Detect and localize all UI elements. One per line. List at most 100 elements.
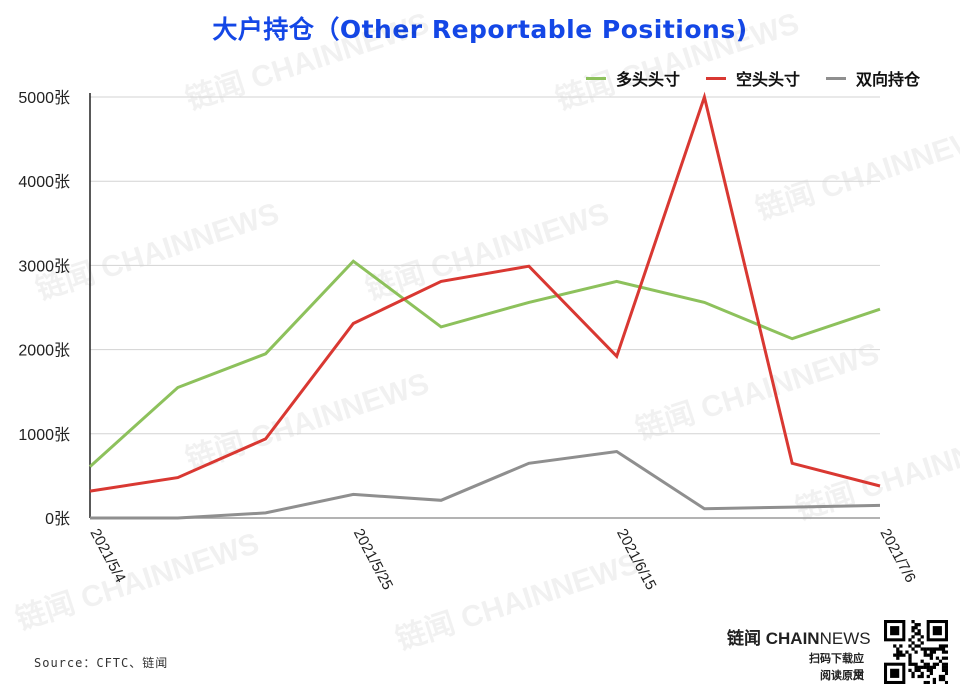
legend-item-long: 多头头寸 [585,66,680,90]
qr-module [893,653,897,657]
source-note: Source：CFTC、链闻 [34,656,169,670]
qr-module [926,662,930,666]
qr-module [932,677,937,682]
qr-module [944,656,948,660]
brand-logo: 链闻 CHAINNEWS [727,624,871,649]
qr-module [905,650,909,654]
qr-module [896,653,900,657]
qr-module [926,647,930,651]
qr-module [941,665,946,669]
qr-module [908,659,912,663]
legend-swatch-long [585,76,606,80]
x-tick-label: 2021/7/6 [876,526,918,586]
brand-read-text: 阅读原文 [820,669,864,682]
qr-module [926,668,930,673]
qr-module [920,674,924,679]
qr-module [896,647,900,651]
qr-module [917,665,921,669]
qr-module [914,665,918,669]
qr-module [908,668,912,673]
qr-module [944,665,948,669]
x-tick-label: 2021/5/25 [350,526,396,593]
legend-item-both: 双向持仓 [825,66,920,90]
qr-module [896,650,900,654]
qr-module [896,656,900,660]
qr-module [914,650,918,654]
qr-module [926,665,930,669]
qr-module [938,674,943,679]
watermark-text: 链闻 CHAINNEWS [792,416,960,527]
qr-module [914,626,918,630]
qr-module [911,629,915,633]
qr-module [911,620,915,624]
qr-module [941,662,946,666]
qr-module [932,662,937,666]
legend: 多头头寸 空头头寸 双向持仓 [585,66,920,90]
qr-module [920,635,924,639]
qr-module [920,659,924,663]
qr-module [923,650,927,654]
qr-module [920,671,924,676]
qr-module [911,635,915,639]
qr-module [917,623,921,627]
qr-finder [890,626,900,636]
qr-module [923,665,927,669]
qr-module [911,647,915,651]
qr-module [911,671,915,676]
qr-module [917,629,921,633]
qr-code[interactable] [884,620,948,684]
qr-module [944,644,948,648]
qr-module [899,644,903,648]
qr-module [938,659,943,663]
qr-module [917,632,921,636]
qr-module [935,647,940,651]
qr-module [926,674,930,679]
qr-module [938,677,943,682]
legend-label-long: 多头头寸 [615,70,680,89]
series-line-0 [88,259,881,468]
qr-module [941,674,946,679]
qr-module [908,662,912,666]
qr-module [932,665,937,669]
watermark-text: 链闻 CHAINNEWS [12,526,263,637]
qr-module [920,665,924,669]
qr-module [908,644,912,648]
qr-module [932,647,937,651]
watermark-text: 链闻 CHAINNEWS [182,6,433,117]
qr-module [944,650,948,654]
qr-module [929,647,933,651]
series-line-1 [89,91,881,493]
y-tick-label: 2000张 [18,342,70,360]
watermark-text: 链闻 CHAINNEWS [632,336,883,447]
qr-module [941,677,946,682]
watermark-text: 链闻 CHAINNEWS [392,546,643,657]
series-line-2 [90,449,881,520]
qr-module [944,680,948,684]
qr-module [914,623,918,627]
watermark-text: 链闻 CHAINNEWS [552,6,803,117]
y-tick-label: 0张 [45,510,70,528]
qr-module [926,653,930,657]
watermark-text: 链闻 CHAINNEWS [752,116,960,227]
qr-module [944,662,948,666]
qr-module [920,641,924,645]
grid-lines [89,93,880,519]
qr-module [923,653,927,657]
qr-module [899,653,903,657]
qr-module [929,650,933,654]
qr-module [917,644,921,648]
qr-module [914,668,918,673]
qr-module [929,656,933,660]
qr-module [911,674,915,679]
qr-module [902,653,906,657]
legend-swatch-short [705,76,726,80]
qr-module [941,656,946,660]
qr-module [923,647,927,651]
qr-module [941,668,946,673]
qr-module [893,644,897,648]
y-tick-label: 5000张 [18,89,70,107]
chart-title: 大户持仓（Other Reportable Positions) [212,15,748,44]
qr-module [929,653,933,657]
qr-module [917,638,921,642]
